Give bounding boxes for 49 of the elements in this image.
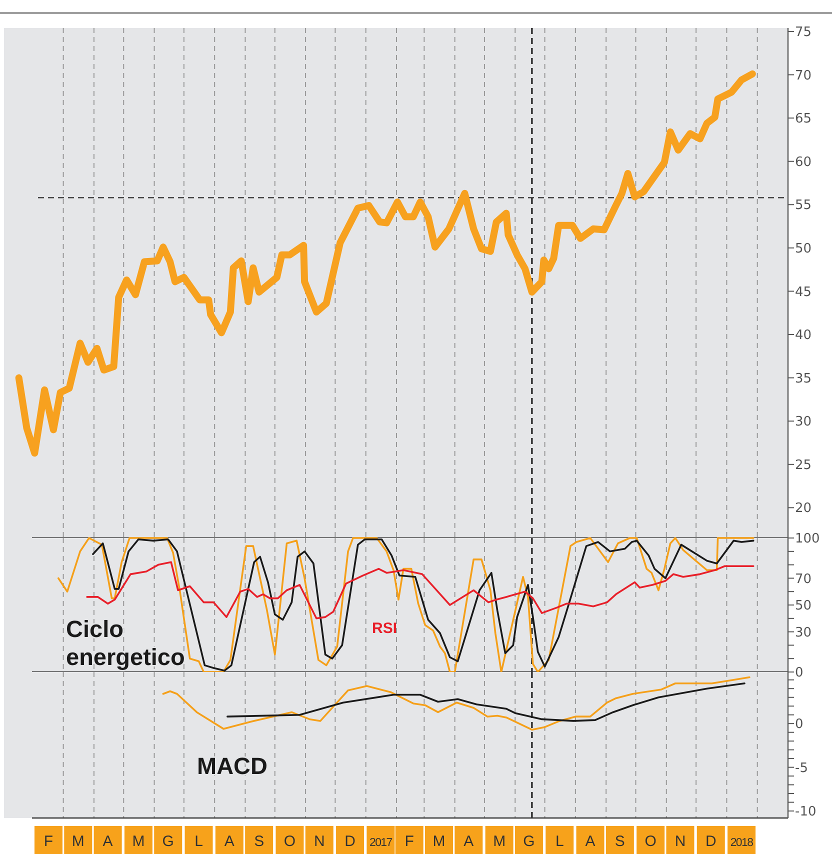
y-tick-label: 60	[795, 154, 812, 170]
y-tick-label: 65	[795, 112, 812, 127]
y-tick-label: 35	[795, 371, 812, 386]
x-tick-label: 2017	[369, 837, 392, 849]
y-tick-label: 70	[795, 68, 812, 84]
x-tick-label: N	[674, 833, 686, 850]
x-tick-label: G	[523, 833, 535, 850]
y-tick-label: 30	[795, 625, 812, 640]
line-series	[86, 561, 754, 620]
x-tick-label: M	[72, 833, 84, 850]
x-tick-label: L	[194, 833, 203, 850]
x-tick-label: 2018	[730, 837, 754, 849]
x-tick-label: A	[464, 833, 474, 850]
x-tick-label: F	[44, 833, 54, 850]
y-tick-label: 55	[795, 198, 812, 214]
y-tick-label: 40	[795, 328, 812, 344]
x-tick-label: A	[585, 833, 596, 850]
y-tick-label: 50	[795, 598, 812, 614]
line-series	[162, 676, 750, 731]
text: RSI	[372, 620, 398, 637]
x-tick-label: L	[555, 833, 564, 850]
x-tick-label: S	[254, 833, 264, 850]
y-tick-label: 75	[795, 25, 812, 40]
y-tick-label: 25	[795, 458, 812, 473]
y-tick-label: 100	[795, 532, 820, 547]
x-tick-label: D	[705, 833, 716, 850]
y-tick-label: 30	[795, 414, 812, 430]
y-tick-label: 70	[795, 572, 812, 587]
y-tick-label: 45	[795, 284, 812, 300]
x-tick-label: A	[224, 833, 234, 850]
x-tick-label: S	[614, 833, 625, 850]
x-tick-label: F	[404, 833, 414, 850]
x-tick-label: M	[432, 833, 446, 850]
text: Ciclo energetico	[66, 616, 185, 670]
y-tick-label: 20	[795, 501, 812, 516]
y-tick-label: 50	[795, 241, 812, 256]
x-tick-label: G	[162, 833, 174, 850]
x-tick-label: A	[102, 833, 113, 850]
x-tick-label: M	[493, 833, 506, 850]
y-tick-label: 0	[795, 717, 804, 732]
y-tick-label: -10	[795, 804, 816, 820]
y-tick-label: 0	[795, 666, 804, 681]
x-tick-label: D	[344, 833, 356, 850]
x-tick-label: M	[132, 833, 145, 850]
text: MACD	[197, 753, 268, 779]
x-tick-label: O	[644, 833, 656, 850]
x-tick-label: N	[314, 833, 325, 850]
y-tick-label: -5	[795, 760, 808, 776]
x-tick-label: O	[284, 833, 296, 850]
